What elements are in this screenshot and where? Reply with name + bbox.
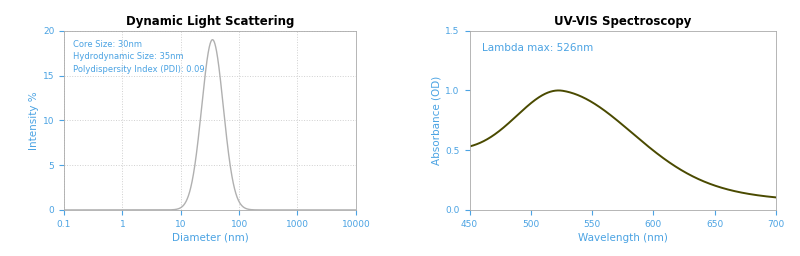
Y-axis label: Absorbance (OD): Absorbance (OD) xyxy=(431,76,442,165)
X-axis label: Wavelength (nm): Wavelength (nm) xyxy=(578,233,668,243)
X-axis label: Diameter (nm): Diameter (nm) xyxy=(171,233,248,243)
Y-axis label: Intensity %: Intensity % xyxy=(29,91,38,150)
Title: UV-VIS Spectroscopy: UV-VIS Spectroscopy xyxy=(554,15,691,28)
Title: Dynamic Light Scattering: Dynamic Light Scattering xyxy=(126,15,294,28)
Text: Lambda max: 526nm: Lambda max: 526nm xyxy=(482,43,593,53)
Text: Core Size: 30nm
Hydrodynamic Size: 35nm
Polydispersity Index (PDI): 0.09: Core Size: 30nm Hydrodynamic Size: 35nm … xyxy=(73,40,204,74)
